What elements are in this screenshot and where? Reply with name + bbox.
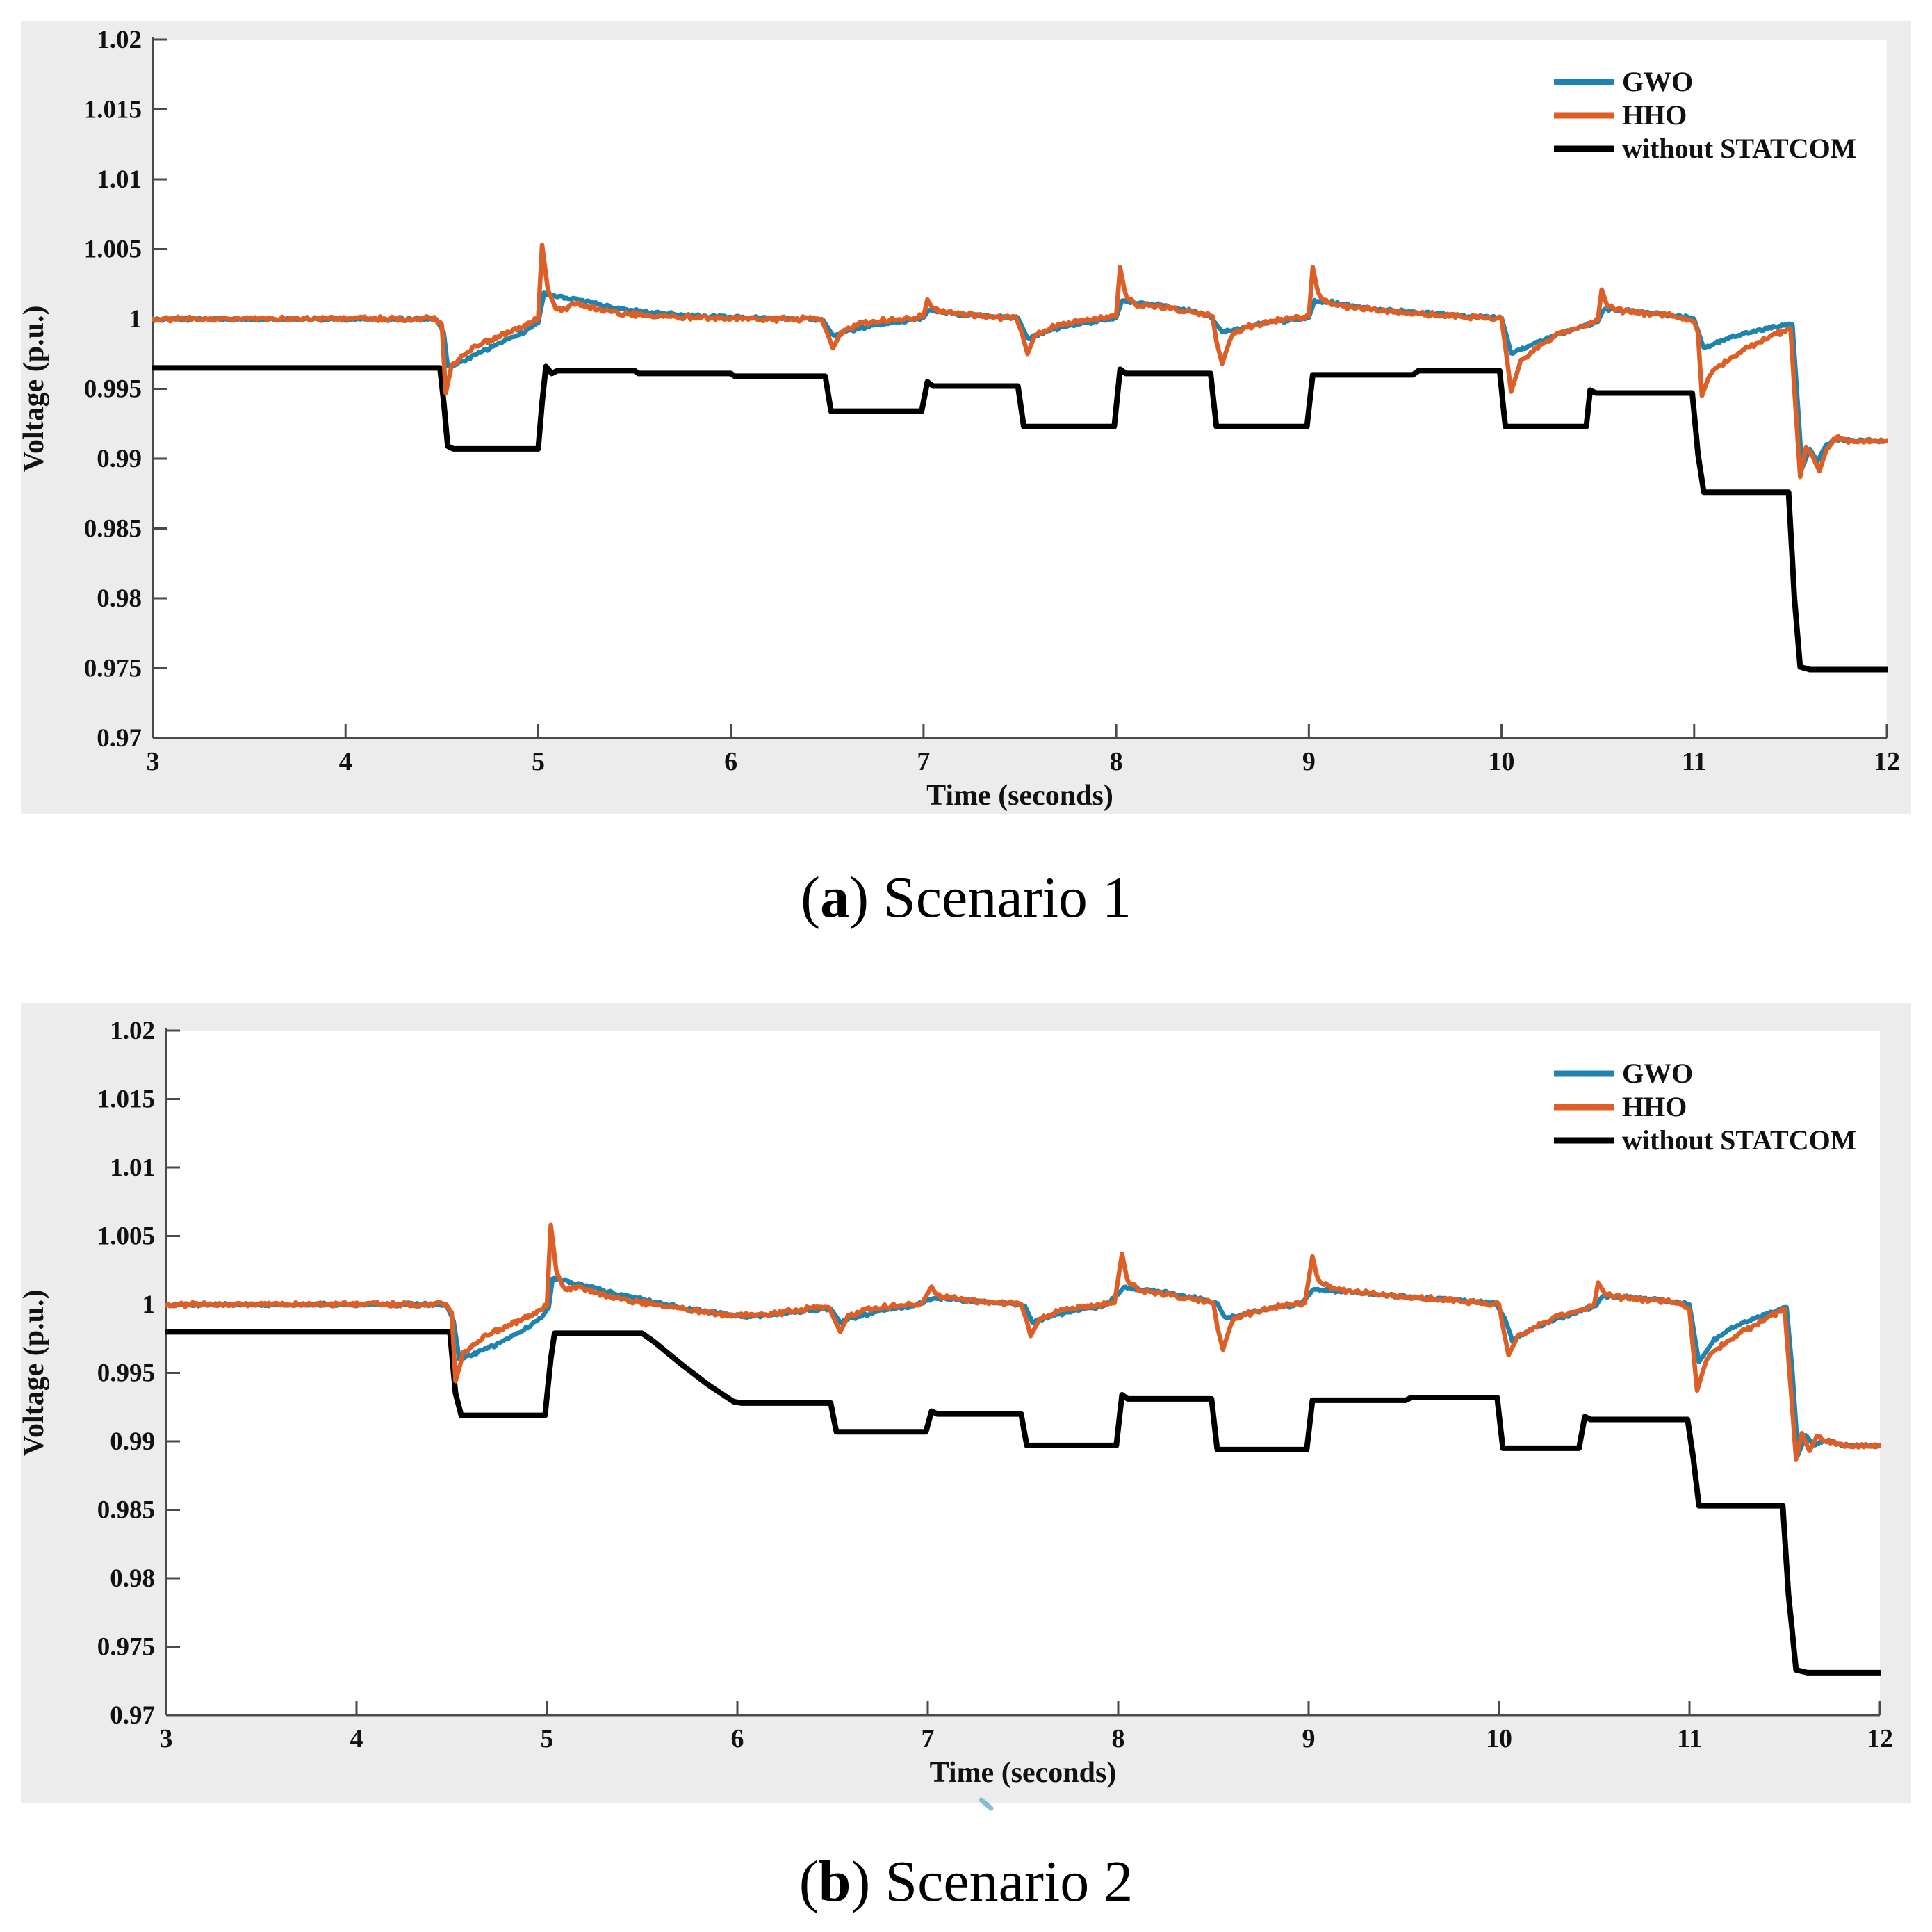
caption-scenario-2: (b) Scenario 2 xyxy=(0,1849,1932,1914)
y-tick-label: 1.005 xyxy=(84,236,142,264)
legend-label: HHO xyxy=(1622,1091,1687,1122)
legend-label: without STATCOM xyxy=(1622,133,1856,164)
y-tick-label: 0.995 xyxy=(84,375,142,404)
x-tick-label: 5 xyxy=(541,1724,554,1753)
caption-b-open: ( xyxy=(799,1849,819,1914)
legend-item-without-statcom: without STATCOM xyxy=(1554,1124,1856,1156)
series-without-statcom-a xyxy=(152,363,1888,673)
legend-item-hho: HHO xyxy=(1554,1091,1687,1122)
caption-scenario-1: (a) Scenario 1 xyxy=(0,865,1932,930)
y-tick-label: 1.015 xyxy=(84,96,142,124)
x-tick-label: 9 xyxy=(1302,1724,1316,1753)
y-tick-label: 1.01 xyxy=(97,165,142,194)
legend-item-without-statcom: without STATCOM xyxy=(1554,133,1856,164)
y-tick-label: 0.995 xyxy=(97,1359,155,1388)
legend-label: without STATCOM xyxy=(1622,1124,1856,1156)
caption-a-rest: ) Scenario 1 xyxy=(849,865,1131,930)
y-tick-label: 1.005 xyxy=(97,1222,155,1251)
x-tick-label: 12 xyxy=(1874,747,1900,776)
x-tick-label: 6 xyxy=(724,747,737,776)
y-tick-label: 0.985 xyxy=(84,515,142,543)
legend-label: GWO xyxy=(1622,1058,1693,1089)
x-tick-label: 5 xyxy=(532,747,545,776)
series-hho-b xyxy=(165,1222,1881,1462)
x-tick-label: 6 xyxy=(731,1724,744,1753)
legend-item-gwo: GWO xyxy=(1554,1058,1693,1089)
x-tick-label: 3 xyxy=(160,1724,173,1753)
x-tick-label: 9 xyxy=(1302,747,1316,776)
legend-item-gwo: GWO xyxy=(1554,66,1693,97)
x-tick-label: 12 xyxy=(1867,1724,1893,1753)
x-tick-label: 7 xyxy=(917,747,930,776)
caption-b-rest: ) Scenario 2 xyxy=(851,1849,1133,1914)
x-tick-label: 7 xyxy=(922,1724,935,1753)
x-axis-title: Time (seconds) xyxy=(926,780,1113,812)
y-axis-title: Voltage (p.u.) xyxy=(18,1290,50,1457)
x-tick-label: 3 xyxy=(147,747,160,776)
y-tick-label: 0.99 xyxy=(110,1427,155,1456)
y-tick-label: 0.99 xyxy=(97,445,142,473)
series-hho-a xyxy=(152,243,1888,480)
caption-a-letter: a xyxy=(820,865,850,930)
x-tick-label: 4 xyxy=(339,747,352,776)
legend-label: GWO xyxy=(1622,66,1693,97)
y-tick-label: 0.975 xyxy=(84,655,142,683)
x-tick-label: 8 xyxy=(1112,1724,1125,1753)
y-tick-label: 1.015 xyxy=(97,1086,155,1114)
y-tick-label: 0.97 xyxy=(110,1701,155,1730)
x-tick-label: 10 xyxy=(1486,1724,1512,1753)
x-tick-label: 11 xyxy=(1677,1724,1702,1753)
x-axis-title: Time (seconds) xyxy=(930,1757,1117,1789)
y-tick-label: 1.02 xyxy=(97,26,142,54)
y-tick-label: 0.97 xyxy=(97,724,142,753)
x-tick-label: 10 xyxy=(1489,747,1515,776)
caption-b-letter: b xyxy=(818,1849,851,1914)
caption-a-open: ( xyxy=(801,865,821,930)
legend-item-hho: HHO xyxy=(1554,99,1687,131)
y-tick-label: 0.98 xyxy=(97,584,142,613)
x-tick-label: 4 xyxy=(350,1724,363,1753)
stray-blue-mark xyxy=(979,1797,994,1811)
legend-label: HHO xyxy=(1622,99,1687,131)
y-tick-label: 1.01 xyxy=(110,1154,155,1182)
y-tick-label: 1 xyxy=(142,1291,156,1319)
y-tick-label: 1 xyxy=(129,305,142,334)
y-tick-label: 0.975 xyxy=(97,1633,155,1662)
x-tick-label: 8 xyxy=(1110,747,1123,776)
x-tick-label: 11 xyxy=(1682,747,1707,776)
y-tick-label: 0.985 xyxy=(97,1496,155,1525)
chart-a: 0.97 0.975 0.98 0.985 0.99 0.995 1 1.005 1.01 1.0… xyxy=(18,21,1911,814)
y-tick-label: 1.02 xyxy=(110,1017,155,1045)
series-without-statcom-b xyxy=(165,1329,1881,1676)
chart-b: 0.97 0.975 0.98 0.985 0.99 0.995 1 1.005 1.01 1.0… xyxy=(18,1003,1911,1803)
y-axis-title: Voltage (p.u.) xyxy=(18,306,50,473)
y-tick-label: 0.98 xyxy=(110,1564,155,1593)
